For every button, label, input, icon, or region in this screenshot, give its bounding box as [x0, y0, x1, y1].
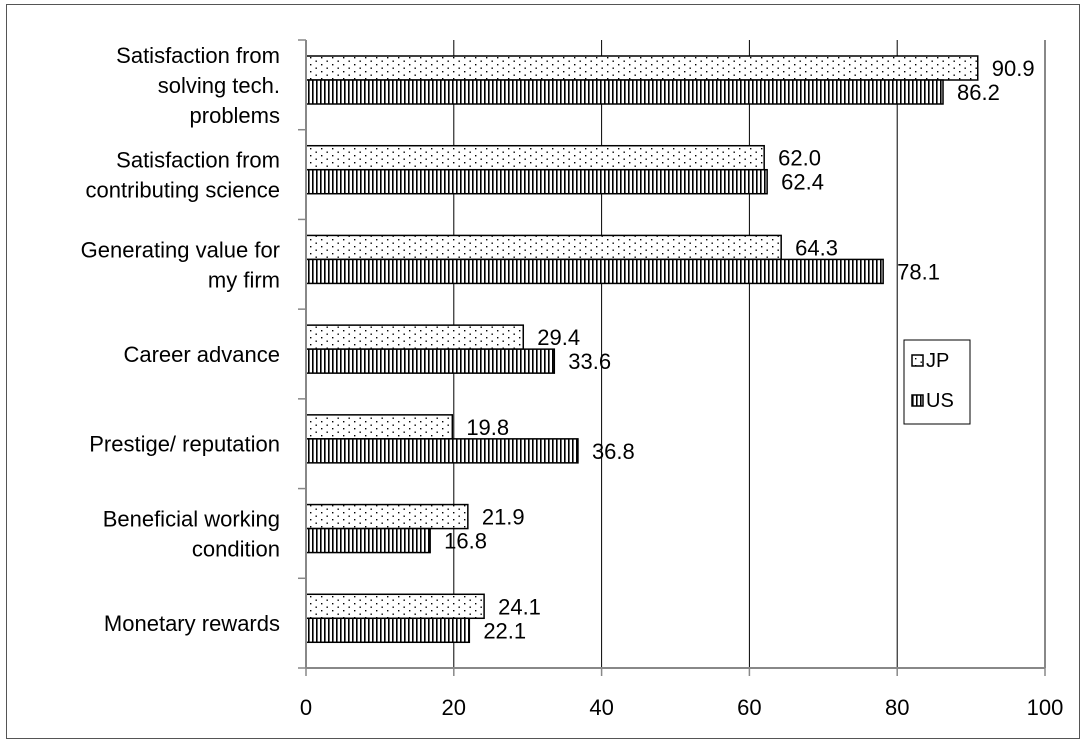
- value-label-us-2: 78.1: [897, 259, 940, 284]
- bar-jp-4: [305, 414, 454, 440]
- bar-us-1: [305, 168, 768, 195]
- value-label-jp-3: 29.4: [537, 325, 580, 350]
- category-label-5-0: Beneficial working: [103, 506, 280, 531]
- value-label-jp-5: 21.9: [482, 505, 525, 530]
- category-label-0-0: Satisfaction from: [116, 43, 280, 68]
- category-label-4-0: Prestige/ reputation: [89, 432, 280, 457]
- bar-jp-2: [305, 234, 782, 261]
- x-tick-label-60: 60: [737, 695, 761, 720]
- value-label-jp-4: 19.8: [466, 415, 509, 440]
- category-label-1-0: Satisfaction from: [116, 148, 280, 173]
- bar-jp-1: [305, 144, 765, 171]
- category-label-6-0: Monetary rewards: [104, 611, 280, 636]
- legend-label-jp: JP: [926, 350, 949, 372]
- category-label-0-1: solving tech.: [158, 73, 280, 98]
- bar-us-3: [305, 348, 556, 374]
- bar-jp-0: [305, 55, 979, 81]
- category-label-5-1: condition: [192, 536, 280, 561]
- category-label-0-2: problems: [190, 103, 280, 128]
- legend-swatch-us: [911, 394, 924, 407]
- x-tick-label-80: 80: [885, 695, 909, 720]
- legend: JP US: [903, 339, 971, 425]
- category-label-1-1: contributing science: [86, 178, 280, 203]
- category-label-2-0: Generating value for: [81, 237, 280, 262]
- value-label-us-0: 86.2: [957, 80, 1000, 105]
- value-label-us-4: 36.8: [592, 439, 635, 464]
- labels: 90.986.2 Satisfaction from solving tech. pr…: [81, 43, 1064, 720]
- bar-jp-3: [305, 324, 525, 350]
- bar-us-5: [305, 527, 431, 554]
- bars: [305, 55, 979, 644]
- bar-us-2: [305, 258, 884, 285]
- value-label-us-1: 62.4: [781, 170, 824, 195]
- bar-jp-5: [305, 503, 469, 530]
- value-label-us-5: 16.8: [444, 529, 487, 554]
- value-label-jp-2: 64.3: [795, 235, 838, 260]
- category-label-2-1: my firm: [208, 267, 280, 292]
- value-label-jp-1: 62.0: [778, 146, 821, 171]
- value-label-jp-6: 24.1: [498, 594, 541, 619]
- legend-box: [903, 339, 971, 425]
- value-label-jp-0: 90.9: [992, 56, 1035, 81]
- bar-us-6: [305, 617, 471, 644]
- x-tick-label-20: 20: [442, 695, 466, 720]
- x-tick-label-0: 0: [300, 695, 312, 720]
- legend-label-us: US: [926, 390, 954, 412]
- axes: [298, 39, 1046, 676]
- category-label-3-0: Career advance: [123, 342, 280, 367]
- bar-us-4: [305, 438, 579, 464]
- value-label-us-3: 33.6: [568, 349, 611, 374]
- x-tick-label-100: 100: [1027, 695, 1064, 720]
- legend-swatch-jp: [911, 354, 924, 367]
- value-label-us-6: 22.1: [483, 618, 526, 643]
- bar-us-0: [305, 79, 944, 105]
- bar-jp-6: [305, 593, 485, 620]
- x-tick-label-40: 40: [589, 695, 613, 720]
